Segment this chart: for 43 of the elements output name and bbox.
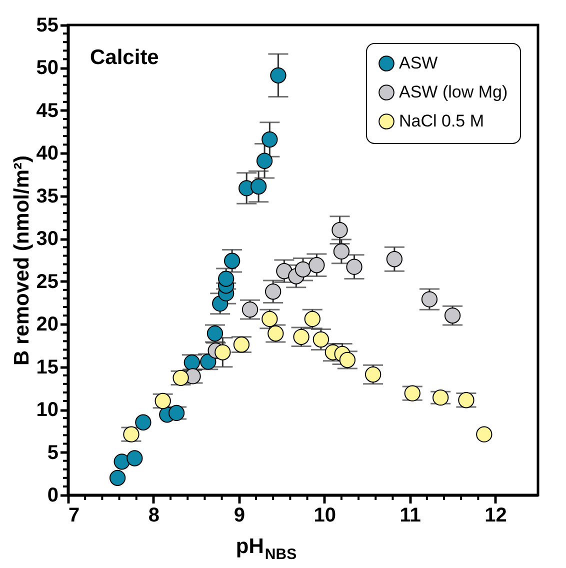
x-tick-label: 12 <box>484 504 507 526</box>
point <box>135 414 152 430</box>
point <box>276 263 292 280</box>
point <box>184 354 200 371</box>
x-tick-label: 10 <box>314 504 336 526</box>
y-axis-title: B removed (nmol/m²) <box>10 155 34 366</box>
y-tick-label: 10 <box>36 399 58 422</box>
point <box>294 261 312 278</box>
y-tick-label: 50 <box>36 57 58 80</box>
y-tick-label: 55 <box>36 14 58 36</box>
x-tick-label: 8 <box>148 504 160 526</box>
legend-label: ASW (low Mg) <box>399 82 508 102</box>
point <box>270 67 286 84</box>
y-tick-label: 15 <box>36 356 58 378</box>
point <box>308 257 325 274</box>
y-tick-label: 35 <box>36 185 58 208</box>
legend-label: NaCl 0.5 M <box>399 112 484 130</box>
point <box>126 450 143 466</box>
point <box>346 258 362 275</box>
y-tick-label: 40 <box>36 142 58 165</box>
point <box>109 470 126 486</box>
point <box>332 222 348 238</box>
point <box>214 344 231 360</box>
y-tick-label: 25 <box>36 270 58 293</box>
y-tick-label: 30 <box>36 228 58 250</box>
legend-label: ASW <box>399 54 438 72</box>
point <box>256 152 273 169</box>
y-tick-label: 20 <box>36 314 58 336</box>
point <box>224 252 240 269</box>
x-tick-label: 11 <box>400 504 421 526</box>
y-tick-label: 45 <box>36 100 58 122</box>
point <box>386 251 403 268</box>
point <box>250 178 267 195</box>
point <box>114 454 130 470</box>
y-tick-label: 0 <box>47 484 58 506</box>
annotation: Calcite <box>90 46 159 69</box>
point <box>333 243 350 260</box>
point <box>262 131 278 148</box>
point <box>476 426 492 442</box>
y-tick-label: 5 <box>47 442 58 464</box>
point <box>265 284 282 300</box>
x-tick-label: 7 <box>68 504 80 526</box>
x-tick-label: 9 <box>234 504 245 526</box>
